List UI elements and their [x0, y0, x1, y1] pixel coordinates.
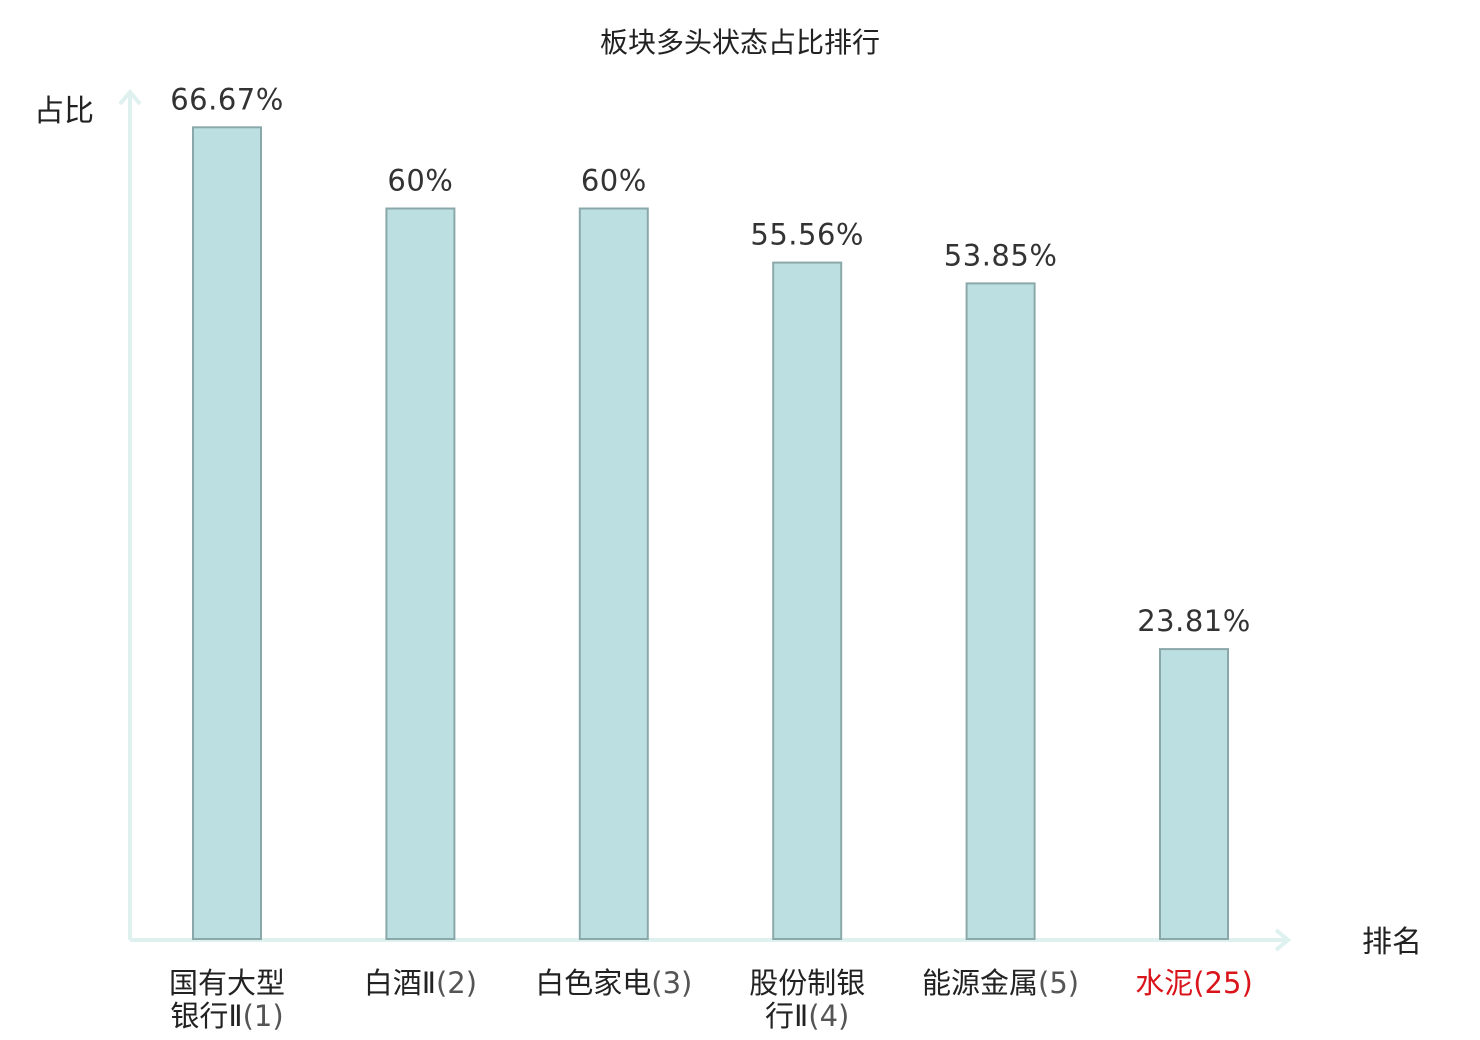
y-axis-label: 占比	[34, 94, 94, 129]
bar	[965, 282, 1036, 940]
x-tick-rank: (25)	[1193, 966, 1253, 1000]
x-tick-label-line: 行Ⅱ	[765, 999, 808, 1033]
x-tick-label: 股份制银行Ⅱ(4)	[749, 966, 865, 1033]
y-axis-arrow-icon	[118, 88, 142, 106]
bar	[192, 126, 262, 941]
x-tick-label: 白色家电(3)	[535, 966, 692, 1000]
chart-title: 板块多头状态占比排行	[600, 26, 880, 59]
bar	[385, 207, 456, 940]
x-tick-rank: (1)	[243, 999, 284, 1033]
bar-value-label: 60%	[581, 164, 647, 198]
x-axis-label: 排名	[1362, 925, 1422, 960]
bar	[578, 207, 649, 940]
x-tick-label-line: 股份制银	[749, 966, 865, 1000]
x-axis-arrow-icon	[1274, 928, 1292, 952]
x-tick-rank: (2)	[436, 966, 477, 1000]
x-tick-label-line: 水泥	[1135, 966, 1193, 1000]
x-tick-label-line: 白酒Ⅱ	[364, 966, 436, 1000]
bar-value-label: 23.81%	[1137, 604, 1251, 638]
x-tick-rank: (5)	[1038, 966, 1079, 1000]
bar	[1159, 648, 1229, 940]
x-tick-rank: (4)	[808, 999, 849, 1033]
bar-value-label: 53.85%	[944, 238, 1058, 272]
x-tick-label: 能源金属(5)	[922, 966, 1079, 1000]
x-tick-label: 国有大型银行Ⅱ(1)	[169, 966, 285, 1033]
x-tick-label-line: 国有大型	[169, 966, 285, 1000]
category-labels: 国有大型银行Ⅱ(1) 白酒Ⅱ(2) 白色家电(3) 股份制银行Ⅱ(4) 能源金属(5) 水…	[169, 966, 1253, 1033]
bar-value-label: 60%	[387, 164, 453, 198]
bars	[192, 126, 1229, 941]
bar	[772, 261, 843, 941]
axes	[118, 88, 1292, 952]
value-labels: 66.67% 60% 60% 55.56% 53.85% 23.81%	[170, 82, 1251, 638]
x-tick-label-line: 能源金属	[922, 966, 1038, 1000]
x-tick-label-line: 银行Ⅱ	[170, 999, 242, 1033]
x-tick-label-line: 白色家电	[535, 966, 651, 1000]
x-tick-label: 水泥(25)	[1135, 966, 1253, 1000]
x-tick-label: 白酒Ⅱ(2)	[364, 966, 477, 1000]
bar-value-label: 55.56%	[750, 218, 864, 252]
bar-value-label: 66.67%	[170, 82, 284, 116]
x-tick-rank: (3)	[651, 966, 692, 1000]
